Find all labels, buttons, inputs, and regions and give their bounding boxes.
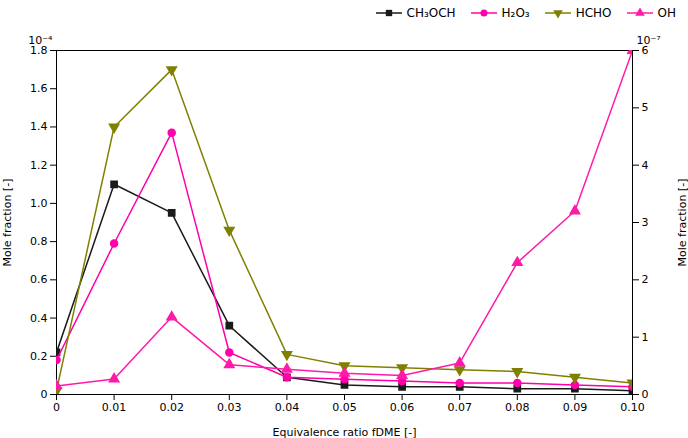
svg-text:1.8: 1.8 (30, 44, 48, 57)
svg-text:Mole fraction [-]: Mole fraction [-] (1, 179, 14, 267)
svg-text:6: 6 (641, 44, 649, 57)
svg-text:10⁻⁷: 10⁻⁷ (637, 34, 661, 47)
svg-text:1.0: 1.0 (30, 197, 48, 210)
svg-text:0.03: 0.03 (217, 401, 242, 414)
svg-text:0.08: 0.08 (505, 401, 530, 414)
svg-text:1: 1 (642, 331, 649, 344)
svg-text:3: 3 (642, 216, 649, 229)
svg-text:0.05: 0.05 (332, 401, 357, 414)
svg-text:5: 5 (642, 101, 649, 114)
svg-text:0.02: 0.02 (159, 401, 184, 414)
html-text:H₂O₃: H₂O₃ (501, 6, 530, 20)
svg-text:1.6: 1.6 (30, 82, 48, 95)
svg-text:10⁻⁴: 10⁻⁴ (28, 34, 53, 47)
html-text:OH: OH (657, 6, 676, 20)
svg-text:0.06: 0.06 (390, 401, 415, 414)
svg-text:0.10: 0.10 (620, 401, 645, 414)
html-text:HCHO: HCHO (575, 6, 612, 20)
svg-text:1.2: 1.2 (30, 159, 48, 172)
svg-text:0.09: 0.09 (563, 401, 588, 414)
svg-text:0: 0 (53, 401, 60, 414)
svg-text:0.04: 0.04 (275, 401, 300, 414)
svg-text:Equivalence ratio fDME [-]: Equivalence ratio fDME [-] (272, 426, 416, 438)
svg-text:1.4: 1.4 (30, 120, 48, 133)
svg-text:4: 4 (642, 159, 649, 172)
svg-text:0: 0 (642, 388, 649, 401)
svg-text:0.4: 0.4 (30, 312, 48, 325)
svg-text:0.01: 0.01 (102, 401, 127, 414)
svg-text:0: 0 (41, 388, 48, 401)
svg-text:2: 2 (642, 273, 649, 286)
html-text:CH₃OCH: CH₃OCH (406, 6, 456, 20)
svg-text:0.6: 0.6 (30, 273, 48, 286)
svg-text:0.2: 0.2 (30, 350, 48, 363)
svg-text:0.07: 0.07 (447, 401, 472, 414)
svg-text:Mole fraction [-]: Mole fraction [-] (676, 179, 688, 267)
svg-text:0.8: 0.8 (30, 235, 48, 248)
